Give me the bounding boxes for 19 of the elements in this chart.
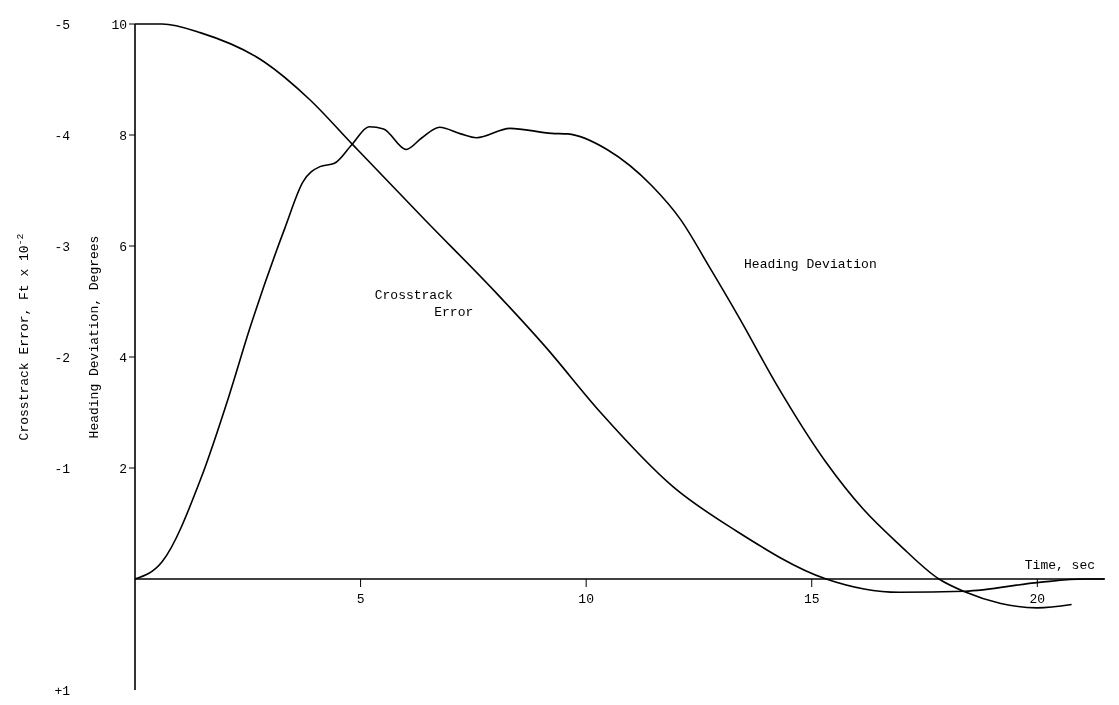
y-axis-title: Heading Deviation, Degrees <box>87 235 102 439</box>
y-tick-label: 6 <box>119 240 127 255</box>
y-tick-label: 10 <box>111 18 127 33</box>
series-label: Crosstrack Error <box>374 287 474 320</box>
y2-tick-label: -3 <box>54 240 70 255</box>
y2-tick-label: -1 <box>54 462 71 477</box>
x-tick-label: 10 <box>578 592 594 607</box>
text: Heading Deviation <box>744 257 877 273</box>
x-axis-title: Time, sec <box>1024 558 1095 573</box>
x-tick-label: 5 <box>356 592 365 607</box>
y-tick-label: 4 <box>119 351 128 366</box>
y2-tick-label: -4 <box>54 129 71 144</box>
y-tick-label: 2 <box>119 462 127 477</box>
y2-tick-label: -2 <box>54 351 70 366</box>
y-tick-label: 8 <box>119 129 127 144</box>
y2-tick-label: +1 <box>54 684 71 699</box>
y2-tick-label: -5 <box>54 18 70 33</box>
x-tick-label: 20 <box>1029 592 1046 607</box>
x-tick-label: 15 <box>803 592 820 607</box>
